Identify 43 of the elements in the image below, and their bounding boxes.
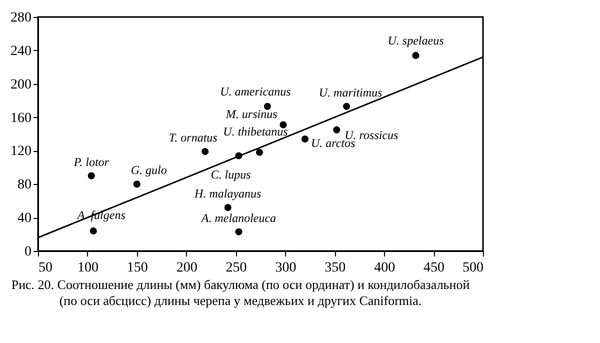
annotation: T. ornatus [168,130,218,145]
annotation: C. lupus [210,168,252,182]
annotation: P. lotor [72,154,110,169]
point [301,135,309,143]
y-tick-label: 240 [10,44,32,59]
point [90,227,97,234]
y-tick-label: 280 [10,10,32,26]
y-tick-label: 40 [18,211,32,226]
y-tick-label: 0 [24,244,32,260]
point [235,228,242,236]
x-tick-label: 150 [126,260,148,276]
point [133,180,140,188]
x-tick-label: 100 [77,260,98,276]
point [224,204,232,212]
x-tick-label: 200 [176,260,198,276]
annotation: M. ursinus [224,106,278,121]
y-tick-label: 160 [10,110,32,126]
text: Рис. 20. Соотношение длины (мм) бакулюма (по оси ординат) и кондилобазальной [11,277,470,292]
y-tick-label: 200 [10,77,32,92]
x-tick-label: 50 [38,260,52,276]
point [88,172,95,180]
annotation: U. spelaeus [388,33,444,48]
y-tick-label: 120 [10,144,32,160]
x-tick-label: 400 [374,260,396,276]
annotation: H. malayanus [194,186,262,201]
point [412,52,420,59]
text: (по оси абсцисс) длины черепа у медвежьих и других Caniformia. [59,293,422,308]
point [342,102,350,110]
point [256,148,264,156]
annotation: U. americanus [220,84,292,98]
x-tick-label: 350 [324,260,346,276]
y-tick-label: 80 [18,178,32,193]
annotation: A. melanoleuca [200,210,276,225]
point [333,126,340,134]
annotation: U. maritimus [318,85,383,100]
x-tick-label: 450 [424,260,445,276]
annotation: U. thibetanus [223,124,288,138]
x-tick-label: 500 [462,260,484,276]
point [264,102,271,110]
x-tick-label: 250 [226,260,247,276]
x-tick-label: 300 [275,260,296,276]
point [202,148,209,156]
annotation: G. gulo [130,163,167,178]
